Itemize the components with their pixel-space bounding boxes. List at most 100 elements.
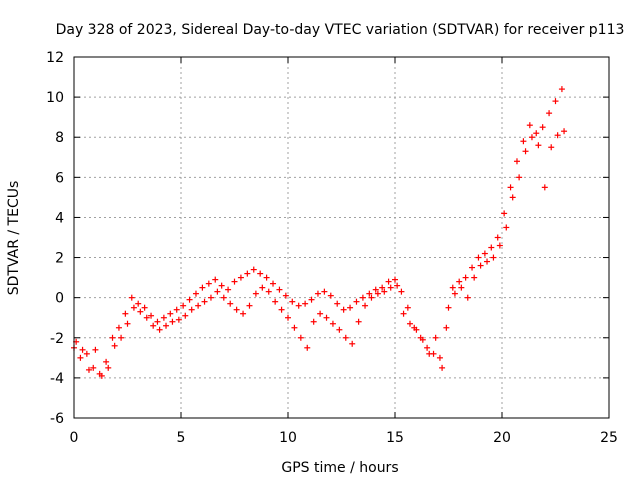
data-point xyxy=(398,288,405,295)
data-point xyxy=(419,336,426,343)
chart-title: Day 328 of 2023, Sidereal Day-to-day VTE… xyxy=(56,22,625,38)
data-point xyxy=(381,288,388,295)
data-point xyxy=(314,290,321,297)
data-point xyxy=(471,274,478,281)
data-point xyxy=(528,134,535,141)
data-point xyxy=(340,306,347,313)
data-point xyxy=(522,148,529,155)
y-axis-label: SDTVAR / TECUs xyxy=(6,181,22,296)
data-point xyxy=(246,302,253,309)
data-point xyxy=(372,286,379,293)
data-point xyxy=(188,306,195,313)
data-point xyxy=(118,334,125,341)
data-point xyxy=(103,358,110,365)
data-point xyxy=(323,314,330,321)
y-tick-label: 12 xyxy=(46,50,64,66)
data-point xyxy=(464,294,471,301)
data-point xyxy=(141,304,148,311)
data-point xyxy=(282,292,289,299)
data-point xyxy=(507,184,514,191)
data-point xyxy=(92,346,99,353)
tick-labels: 0 5 10 15 20 25 -6 -4 -2 0 2 4 6 8 10 12 xyxy=(46,50,618,446)
y-tick-label: 10 xyxy=(46,90,64,106)
data-point xyxy=(477,262,484,269)
data-point xyxy=(432,334,439,341)
y-tick-label: 4 xyxy=(55,210,64,226)
data-point xyxy=(336,326,343,333)
data-point xyxy=(270,280,277,287)
data-point xyxy=(353,298,360,305)
data-point xyxy=(212,276,219,283)
data-point xyxy=(111,342,118,349)
data-point xyxy=(526,122,533,129)
data-point xyxy=(426,350,433,357)
data-point xyxy=(265,288,272,295)
data-point xyxy=(77,354,84,361)
y-tick-label: -2 xyxy=(50,331,64,347)
data-point xyxy=(481,250,488,257)
y-tick-label: 8 xyxy=(55,130,64,146)
data-point xyxy=(327,292,334,299)
data-point xyxy=(342,334,349,341)
data-point xyxy=(276,286,283,293)
data-point xyxy=(484,258,491,265)
data-point xyxy=(122,310,129,317)
data-point xyxy=(259,284,266,291)
data-point xyxy=(257,270,264,277)
data-point xyxy=(355,318,362,325)
data-point xyxy=(128,294,135,301)
data-point xyxy=(218,282,225,289)
data-point xyxy=(163,322,170,329)
data-point xyxy=(109,334,116,341)
data-point xyxy=(535,142,542,149)
data-point xyxy=(156,326,163,333)
data-point xyxy=(321,288,328,295)
data-point xyxy=(205,280,212,287)
data-point xyxy=(295,302,302,309)
data-point xyxy=(289,298,296,305)
x-tick-label: 20 xyxy=(493,430,511,446)
data-point xyxy=(552,98,559,105)
data-point xyxy=(291,324,298,331)
data-point xyxy=(329,320,336,327)
data-point xyxy=(124,320,131,327)
data-point xyxy=(359,294,366,301)
data-point xyxy=(496,242,503,249)
data-point xyxy=(439,364,446,371)
data-point xyxy=(130,304,137,311)
data-point xyxy=(385,278,392,285)
data-point xyxy=(143,314,150,321)
y-tick-label: 0 xyxy=(55,291,64,307)
y-tick-label: 2 xyxy=(55,251,64,267)
data-point xyxy=(541,184,548,191)
data-point xyxy=(509,194,516,201)
data-marks xyxy=(71,86,568,379)
data-point xyxy=(240,310,247,317)
data-point xyxy=(302,300,309,307)
data-point xyxy=(469,264,476,271)
data-point xyxy=(304,344,311,351)
data-point xyxy=(413,326,420,333)
data-point xyxy=(250,266,257,273)
data-point xyxy=(475,254,482,261)
data-point xyxy=(513,158,520,165)
data-point xyxy=(458,284,465,291)
data-point xyxy=(362,302,369,309)
data-point xyxy=(449,284,456,291)
data-point xyxy=(169,318,176,325)
data-point xyxy=(445,304,452,311)
x-axis-label: GPS time / hours xyxy=(281,460,398,476)
data-point xyxy=(297,334,304,341)
data-point xyxy=(201,298,208,305)
data-point xyxy=(83,350,90,357)
data-point xyxy=(173,306,180,313)
data-point xyxy=(237,274,244,281)
data-point xyxy=(278,306,285,313)
data-point xyxy=(244,270,251,277)
data-point xyxy=(285,314,291,321)
data-point xyxy=(368,294,375,301)
x-tick-label: 10 xyxy=(279,430,297,446)
data-point xyxy=(263,274,270,281)
data-point xyxy=(436,354,443,361)
data-point xyxy=(404,304,411,311)
